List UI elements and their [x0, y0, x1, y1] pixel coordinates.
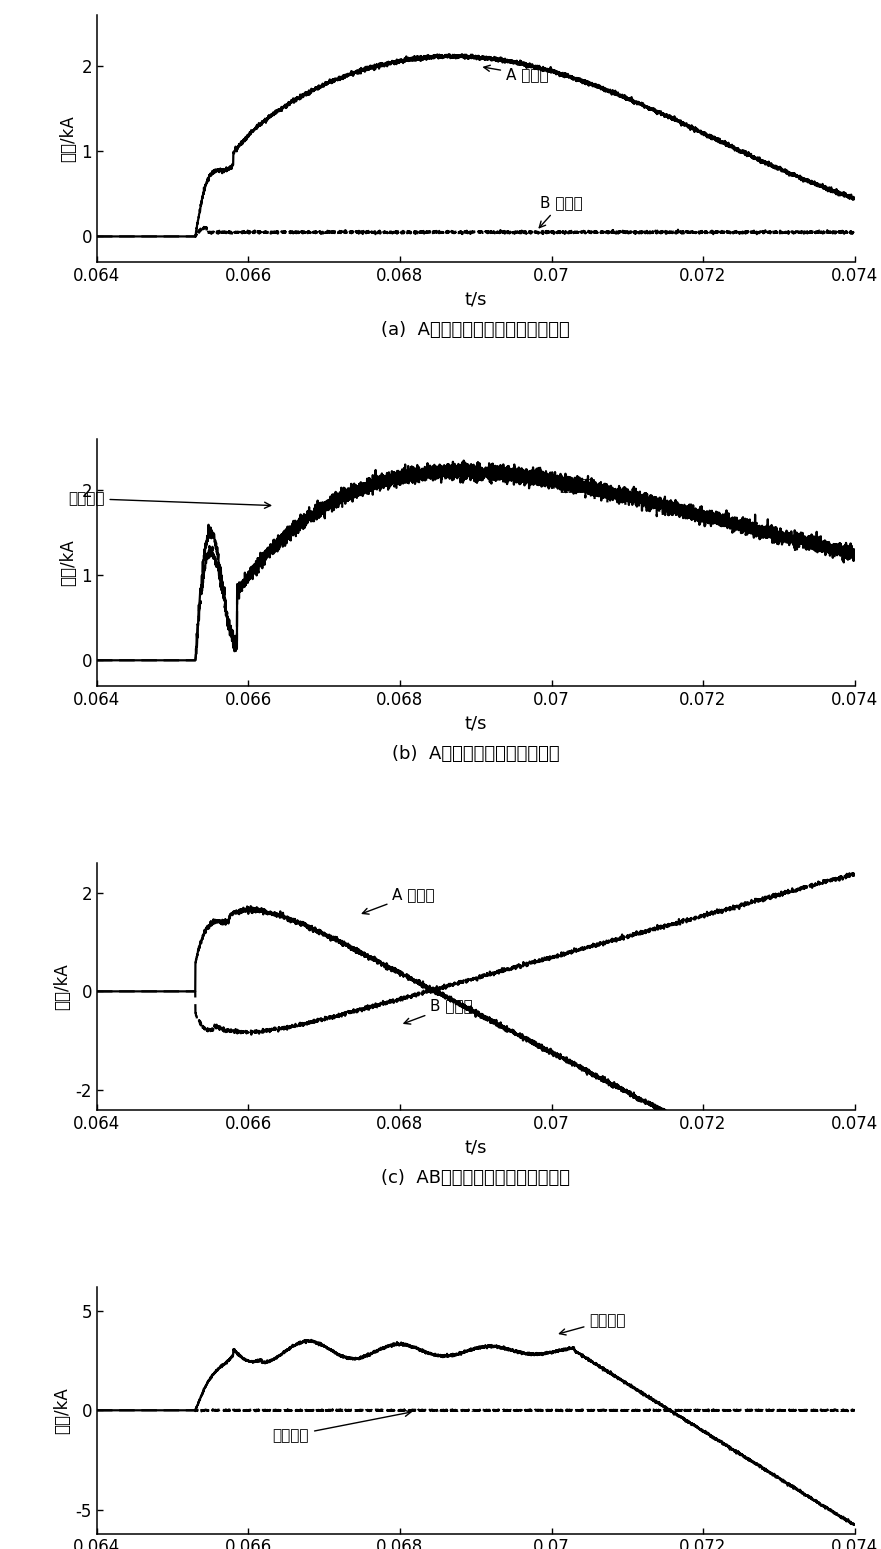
Text: B 相电流: B 相电流 — [539, 195, 583, 228]
Text: (a)  A相接地短路故障附加分量电流: (a) A相接地短路故障附加分量电流 — [381, 321, 570, 339]
Y-axis label: 电流/kA: 电流/kA — [59, 539, 78, 586]
Text: 地模分量: 地模分量 — [272, 1410, 411, 1444]
Text: A 相电流: A 相电流 — [484, 65, 549, 82]
Text: B 相电流: B 相电流 — [404, 998, 473, 1024]
Y-axis label: 电流/kA: 电流/kA — [54, 1386, 71, 1434]
Y-axis label: 电流/kA: 电流/kA — [59, 115, 78, 163]
Text: 线模分量: 线模分量 — [559, 1314, 626, 1335]
X-axis label: t/s: t/s — [464, 290, 487, 308]
Text: 线模分量: 线模分量 — [68, 491, 270, 508]
X-axis label: t/s: t/s — [464, 714, 487, 733]
X-axis label: t/s: t/s — [464, 1139, 487, 1156]
Text: (b)  A相接地短路故障模量电流: (b) A相接地短路故障模量电流 — [392, 745, 559, 762]
Text: (c)  AB相间短路故障附加分量电流: (c) AB相间短路故障附加分量电流 — [381, 1168, 570, 1187]
Y-axis label: 电流/kA: 电流/kA — [54, 963, 71, 1010]
Text: A 相电流: A 相电流 — [362, 886, 435, 914]
Text: 地模分量: 地模分量 — [510, 471, 596, 493]
